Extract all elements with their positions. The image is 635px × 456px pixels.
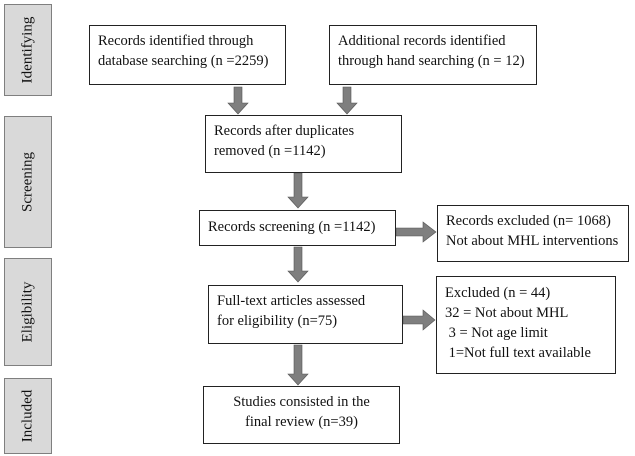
- box-excluded-fulltext-line-2: 32 = Not about MHL: [445, 305, 569, 321]
- box-fulltext-line-2: for eligibility (n=75): [217, 313, 338, 329]
- arrow-duplicates-to-screening: [287, 172, 309, 209]
- arrow-fulltext-to-excluded: [402, 309, 436, 331]
- box-excluded-records-line-1: Records excluded (n= 1068): [446, 213, 611, 229]
- box-after-duplicates: Records after duplicates removed (n =114…: [205, 115, 402, 173]
- arrow-screening-to-excluded: [395, 221, 437, 243]
- box-database-line-2: database searching (n =2259): [98, 53, 269, 69]
- box-excluded-fulltext-line-3: 3 = Not age limit: [445, 325, 548, 341]
- box-hand-searching: Additional records identified through ha…: [329, 25, 537, 85]
- stage-label-identifying: Identifying: [4, 4, 52, 96]
- arrow-fulltext-to-included: [287, 344, 309, 386]
- box-included-line-2: final review (n=39): [245, 414, 358, 430]
- box-excluded-records-line-2: Not about MHL interventions: [446, 233, 619, 249]
- box-hand-line-1: Additional records identified: [338, 33, 506, 49]
- stage-label-included: Included: [4, 378, 52, 454]
- box-duplicates-line-1: Records after duplicates: [214, 123, 355, 139]
- box-fulltext-line-1: Full-text articles assessed: [217, 293, 366, 309]
- box-database-searching: Records identified through database sear…: [89, 25, 286, 85]
- arrow-database-to-duplicates: [227, 86, 249, 115]
- box-records-excluded: Records excluded (n= 1068) Not about MHL…: [437, 205, 629, 262]
- box-records-screening: Records screening (n =1142): [199, 210, 396, 246]
- box-excluded-fulltext-line-4: 1=Not full text available: [445, 345, 591, 361]
- box-fulltext-assessed: Full-text articles assessed for eligibil…: [208, 285, 403, 344]
- arrow-hand-to-duplicates: [336, 86, 358, 115]
- stage-label-eligibility: Eligibility: [4, 258, 52, 366]
- box-duplicates-line-2: removed (n =1142): [214, 143, 326, 159]
- box-excluded-fulltext: Excluded (n = 44) 32 = Not about MHL 3 =…: [436, 276, 616, 374]
- box-database-line-1: Records identified through: [98, 33, 254, 49]
- arrow-screening-to-fulltext: [287, 246, 309, 283]
- box-hand-line-2: through hand searching (n = 12): [338, 53, 525, 69]
- box-screening-line-1: Records screening (n =1142): [208, 219, 376, 235]
- box-excluded-fulltext-line-1: Excluded (n = 44): [445, 285, 551, 301]
- box-included-studies: Studies consisted in the final review (n…: [203, 386, 400, 444]
- stage-label-screening: Screening: [4, 116, 52, 248]
- box-included-line-1: Studies consisted in the: [233, 394, 370, 410]
